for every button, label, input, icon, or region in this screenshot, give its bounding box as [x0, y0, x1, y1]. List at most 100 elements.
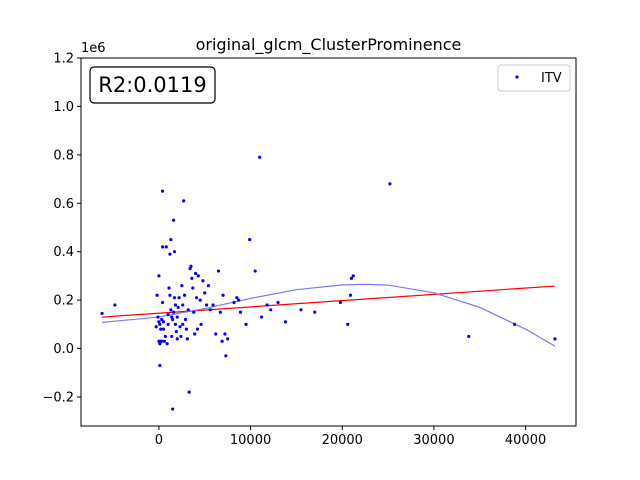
- data-point: [170, 334, 174, 339]
- data-point: [182, 293, 187, 297]
- data-point: [299, 308, 303, 312]
- data-point: [168, 293, 172, 297]
- data-point: [168, 252, 172, 256]
- data-point: [208, 308, 212, 312]
- data-point: [171, 407, 175, 411]
- data-point: [171, 310, 176, 314]
- data-point: [512, 322, 517, 326]
- data-point: [258, 155, 262, 159]
- y-offset-label: 1e6: [81, 41, 106, 56]
- data-point: [199, 322, 203, 326]
- data-point: [235, 296, 239, 300]
- data-point: [163, 334, 167, 339]
- data-point: [220, 339, 224, 343]
- axes-frame: [80, 57, 577, 427]
- data-point: [182, 199, 186, 203]
- x-tick-label: 10000: [230, 433, 271, 448]
- data-point: [194, 296, 199, 300]
- data-point: [349, 276, 354, 280]
- data-point: [244, 322, 248, 326]
- data-point: [167, 286, 171, 290]
- data-point: [195, 327, 200, 331]
- data-point: [388, 182, 392, 186]
- data-point: [214, 332, 218, 336]
- data-point: [204, 303, 209, 307]
- data-point: [160, 300, 165, 305]
- x-tick-label: 0: [155, 433, 163, 448]
- data-point: [238, 310, 243, 314]
- r2-annotation-frame: [89, 66, 216, 104]
- data-point: [188, 267, 192, 271]
- data-point: [216, 269, 221, 273]
- r2-annotation: R2:0.0119: [89, 66, 216, 104]
- data-point: [172, 250, 177, 254]
- legend: ITV: [497, 64, 571, 92]
- chart-title: original_glcm_ClusterProminence: [196, 35, 462, 55]
- data-point: [160, 189, 165, 193]
- data-point: [221, 293, 225, 297]
- legend-marker-itv: [515, 75, 519, 79]
- y-tick-label: −0.2: [42, 390, 74, 405]
- data-point: [187, 390, 191, 394]
- data-point: [175, 337, 179, 341]
- data-point: [186, 308, 190, 312]
- data-point: [467, 334, 471, 339]
- data-point: [157, 320, 161, 324]
- tick-layer: 0 10000 20000 30000 40000 −0.2 0.0 0.2 0.4 0.6 0.8…: [42, 52, 546, 449]
- data-point: [171, 218, 176, 222]
- data-point: [191, 286, 195, 290]
- data-point: [158, 342, 162, 346]
- data-point: [162, 339, 167, 343]
- data-point: [190, 276, 194, 280]
- x-tick-label: 30000: [413, 433, 454, 448]
- data-point: [211, 303, 215, 307]
- data-point: [198, 298, 202, 302]
- legend-label-itv: ITV: [541, 71, 562, 86]
- y-tick-label: 0.2: [53, 294, 74, 309]
- data-point: [201, 279, 205, 283]
- data-point: [180, 283, 184, 288]
- data-point: [160, 245, 165, 249]
- data-point: [176, 305, 180, 309]
- data-point: [171, 317, 175, 322]
- data-point: [174, 329, 178, 334]
- data-point: [253, 269, 257, 273]
- data-point: [346, 322, 350, 326]
- data-point: [156, 315, 160, 319]
- data-point: [206, 283, 211, 288]
- data-point: [265, 303, 269, 307]
- data-point: [169, 308, 173, 312]
- data-point: [159, 327, 163, 331]
- data-point: [232, 300, 236, 305]
- plot-layer: [100, 155, 557, 411]
- data-point: [269, 308, 273, 312]
- data-point: [173, 303, 178, 307]
- data-point: [169, 237, 173, 242]
- data-point: [189, 264, 193, 268]
- x-tick-label: 40000: [505, 433, 546, 448]
- data-point: [178, 325, 182, 329]
- y-tick-label: 0.4: [53, 245, 74, 260]
- y-tick-label: 1.2: [53, 52, 74, 67]
- data-point: [237, 298, 241, 302]
- data-point: [113, 303, 117, 307]
- data-point: [196, 274, 200, 278]
- data-point: [283, 320, 288, 324]
- poly-fit-curve: [102, 283, 556, 347]
- data-point: [155, 293, 159, 297]
- data-point: [338, 300, 343, 305]
- data-point: [166, 313, 170, 317]
- data-point: [177, 296, 181, 300]
- y-tick-label: 1.0: [53, 100, 74, 115]
- data-point: [165, 342, 169, 346]
- data-point: [160, 339, 164, 343]
- data-point: [276, 300, 280, 305]
- data-point: [259, 315, 264, 319]
- data-point: [348, 293, 353, 297]
- data-point: [166, 322, 170, 326]
- y-tick-label: 0.0: [53, 342, 74, 357]
- data-point: [192, 310, 196, 314]
- data-point: [181, 303, 185, 307]
- legend-frame: [497, 64, 571, 92]
